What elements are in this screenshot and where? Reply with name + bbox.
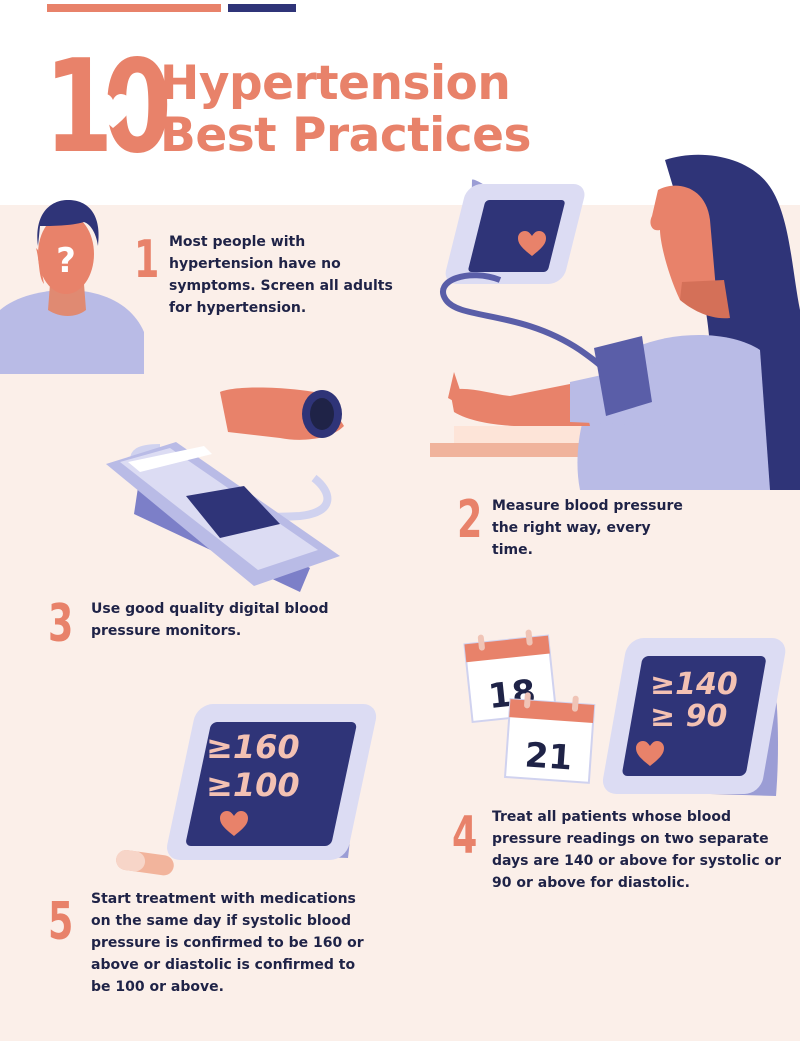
monitor-systolic-160: ≥160	[206, 728, 300, 766]
practice-text-2: Measure blood pressure the right way, ev…	[492, 498, 683, 558]
title-line-2: Best Practices	[160, 108, 532, 163]
practice-text-5: Start treatment with medications on the …	[91, 891, 364, 995]
person-question-illustration: ?	[0, 200, 144, 374]
calendar-icon: 21	[503, 692, 596, 784]
calendars-monitor-illustration: 18 21 ≥140 ≥ 90	[463, 629, 786, 796]
monitor-pill-illustration: ≥160 ≥100	[116, 704, 377, 876]
digital-monitor-illustration	[106, 387, 344, 592]
page-title: Hypertension Best Practices	[160, 56, 532, 163]
monitor-diastolic-90: ≥ 90	[650, 699, 727, 734]
practice-text-1: Most people with hypertension have no sy…	[169, 234, 393, 316]
heart-icon	[95, 94, 131, 128]
practice-number-4: 4	[452, 806, 478, 866]
monitor-systolic-140: ≥140	[650, 667, 738, 702]
practice-number-2: 2	[457, 490, 483, 550]
heart-icon	[636, 741, 664, 766]
top-accent-bar	[47, 4, 221, 12]
practice-text-3: Use good quality digital blood pressure …	[91, 601, 329, 639]
monitor-diastolic-100: ≥100	[206, 766, 300, 804]
calendar-day-21: 21	[524, 735, 574, 778]
practice-number-5: 5	[48, 892, 74, 952]
practice-number-3: 3	[48, 594, 74, 654]
question-mark-icon: ?	[56, 241, 76, 281]
heart-icon	[220, 811, 248, 836]
title-line-1: Hypertension	[160, 56, 511, 111]
practice-number-1: 1	[134, 230, 160, 290]
woman-measuring-illustration	[430, 154, 800, 490]
top-navy-bar	[228, 4, 296, 12]
pill-icon	[116, 850, 174, 876]
practice-text-4: Treat all patients whose blood pressure …	[492, 809, 782, 891]
